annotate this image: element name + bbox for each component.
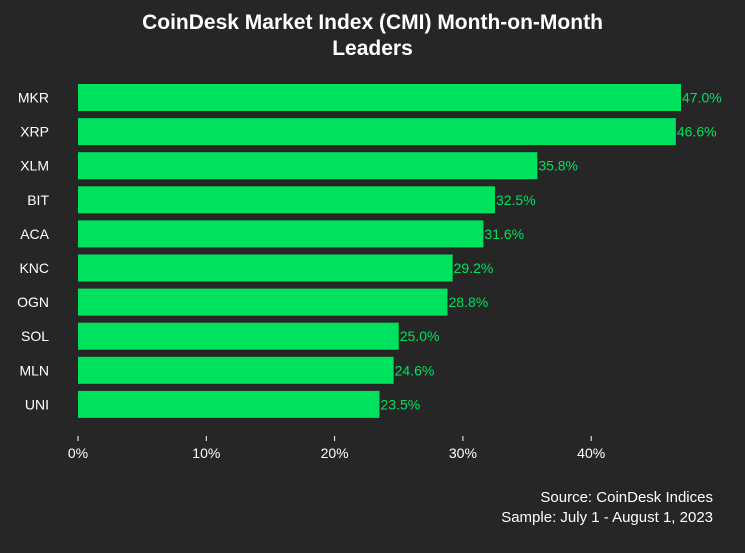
sample-line: Sample: July 1 - August 1, 2023 [501,509,713,526]
bar-sol [78,322,399,350]
x-tick-label-0: 0% [68,445,88,461]
value-label-knc: 29.2% [454,260,494,276]
chart-title-line-1: CoinDesk Market Index (CMI) Month-on-Mon… [142,11,603,34]
x-tick-label-20: 20% [321,445,349,461]
category-label-sol: SOL [21,328,49,344]
bar-mln [78,356,394,384]
category-label-mkr: MKR [18,90,49,106]
value-label-xrp: 46.6% [677,124,717,140]
chart-title-line-2: Leaders [332,37,413,60]
category-label-bit: BIT [27,192,49,208]
value-label-mkr: 47.0% [682,90,722,106]
category-label-ogn: OGN [17,294,49,310]
category-label-uni: UNI [25,396,49,412]
bar-uni [78,390,380,418]
source-line: Source: CoinDesk Indices [540,489,713,506]
x-tick-label-30: 30% [449,445,477,461]
value-label-uni: 23.5% [381,396,421,412]
category-label-xlm: XLM [20,158,49,174]
bar-bit [78,186,495,214]
category-label-knc: KNC [19,260,49,276]
bar-knc [78,254,453,282]
category-label-mln: MLN [19,362,49,378]
x-tick-label-40: 40% [577,445,605,461]
value-label-mln: 24.6% [395,362,435,378]
category-label-aca: ACA [20,226,49,242]
bar-xlm [78,152,538,180]
value-label-xlm: 35.8% [538,158,578,174]
source-note: Source: CoinDesk Indices Sample: July 1 … [501,488,713,528]
value-label-aca: 31.6% [484,226,524,242]
x-tick-label-10: 10% [192,445,220,461]
bar-aca [78,220,484,248]
value-label-bit: 32.5% [496,192,536,208]
bar-ogn [78,288,448,316]
bar-xrp [78,118,676,146]
value-label-sol: 25.0% [400,328,440,344]
bar-mkr [78,84,682,111]
value-label-ogn: 28.8% [449,294,489,310]
chart-title: CoinDesk Market Index (CMI) Month-on-Mon… [0,10,745,62]
category-label-xrp: XRP [20,124,49,140]
